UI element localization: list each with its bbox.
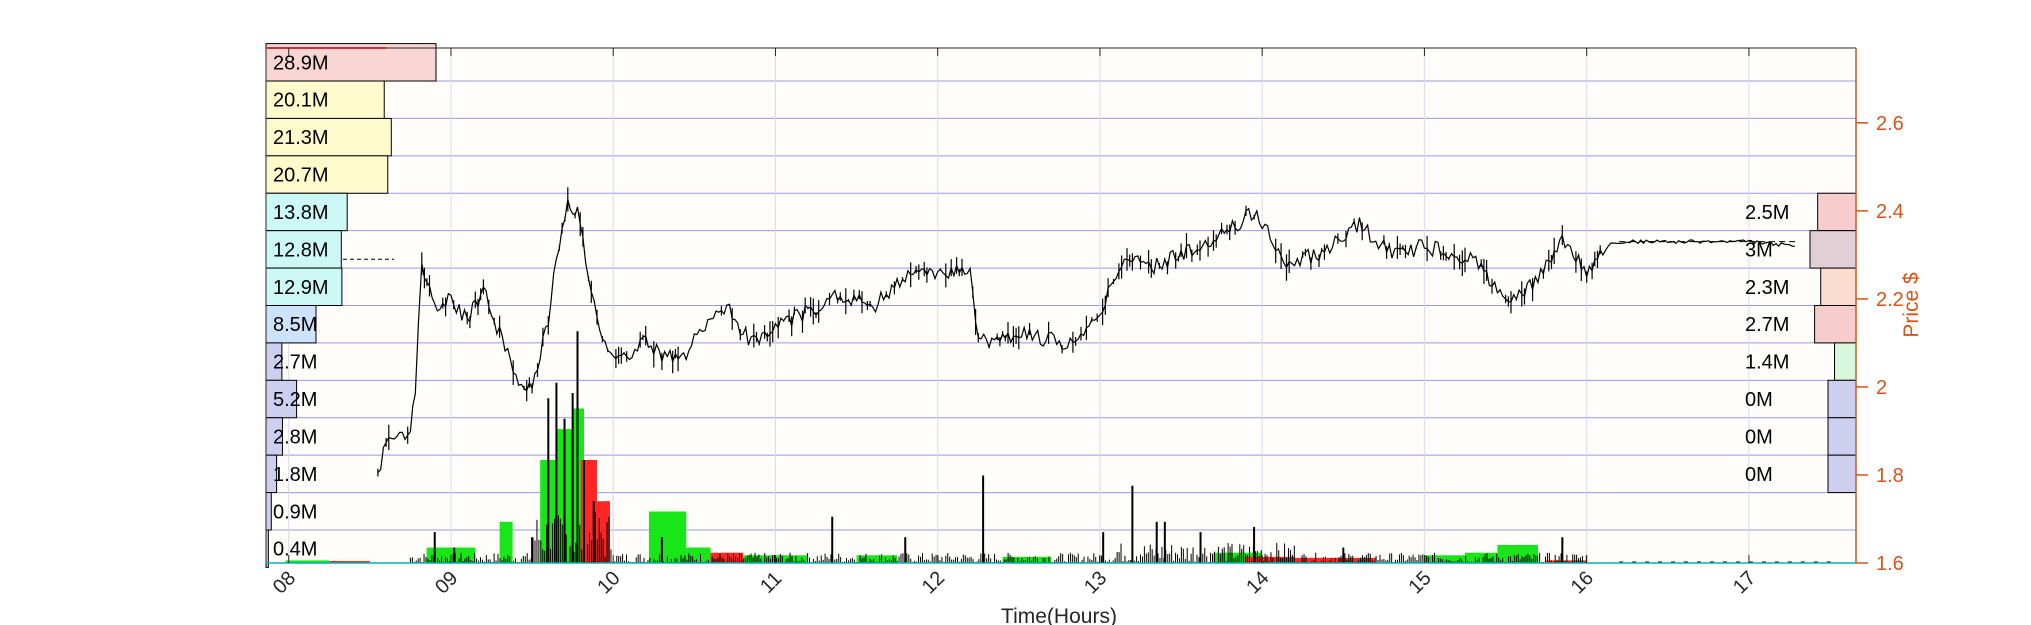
profile-label-left: 8.5M <box>273 314 317 336</box>
x-tick-label: 17 <box>1729 567 1760 598</box>
x-tick-label: 14 <box>1242 567 1273 598</box>
volume-block <box>285 560 330 563</box>
x-tick-label: 10 <box>593 567 624 598</box>
y-tick-label: 2.6 <box>1876 113 1904 135</box>
profile-bar-right <box>1817 192 1857 232</box>
profile-bar-right <box>1814 305 1857 344</box>
profile-label-left: 20.7M <box>273 165 329 187</box>
x-tick-label: 11 <box>756 568 786 598</box>
volume-block <box>1424 555 1465 563</box>
profile-label-left: 2.7M <box>273 352 317 374</box>
y-tick-label: 2.2 <box>1876 289 1904 311</box>
profile-bar-right <box>1834 342 1857 381</box>
profile-bar-right <box>1820 267 1857 307</box>
x-tick-label: 16 <box>1567 567 1598 598</box>
y-tick-label: 2.4 <box>1876 201 1904 223</box>
profile-bar-right <box>1827 454 1857 494</box>
profile-bar-right <box>1827 417 1857 456</box>
profile-label-left: 5.2M <box>273 389 317 411</box>
volume-block <box>648 511 687 563</box>
price-line <box>377 187 1795 477</box>
profile-label-right: 2.7M <box>1745 314 1789 336</box>
volume-block <box>499 521 513 563</box>
y-tick-label: 2 <box>1876 377 1887 399</box>
x-tick-label: 13 <box>1080 567 1111 598</box>
x-tick-label: 12 <box>918 567 949 598</box>
volume-block <box>329 561 370 563</box>
profile-label-left: 21.3M <box>273 127 329 149</box>
y-tick-label: 1.8 <box>1876 465 1904 487</box>
profile-label-right: 2.5M <box>1745 202 1789 224</box>
profile-label-left: 0.9M <box>273 501 317 523</box>
profile-bar-left <box>265 379 298 419</box>
profile-label-right: 1.4M <box>1745 352 1789 374</box>
volume-block <box>1464 552 1498 563</box>
profile-bar-right <box>1827 379 1857 419</box>
profile-bar-left <box>265 80 385 119</box>
profile-bar-left <box>265 305 317 344</box>
grid-layer <box>266 47 1856 563</box>
profile-label-left: 1.8M <box>273 464 317 486</box>
profile-label-right: 3M <box>1745 239 1773 261</box>
profile-bar-left <box>265 117 392 157</box>
profile-label-left: 28.9M <box>273 52 329 74</box>
volume-block <box>1002 556 1052 563</box>
y-axis-label: Price $ <box>1900 272 1923 338</box>
y-tick-label: 1.6 <box>1876 553 1904 575</box>
profile-label-left: 12.9M <box>273 277 329 299</box>
profile-label-right: 2.3M <box>1745 277 1789 299</box>
profile-label-right: 0M <box>1745 389 1773 411</box>
profile-label-left: 13.8M <box>273 202 329 224</box>
profile-label-left: 20.1M <box>273 90 329 112</box>
x-tick-label: 08 <box>269 567 300 598</box>
profile-label-left: 2.8M <box>273 426 317 448</box>
profile-bar-left <box>265 492 272 531</box>
x-axis-label: Time(Hours) <box>1001 605 1117 625</box>
profile-label-right: 0M <box>1745 464 1773 486</box>
profile-label-left: 0.4M <box>273 539 317 561</box>
profile-bar-left <box>265 43 437 82</box>
volume-block <box>856 555 898 563</box>
profile-label-left: 12.8M <box>273 239 329 261</box>
volume-block <box>686 547 711 563</box>
volume-block <box>1245 556 1295 563</box>
x-tick-label: 09 <box>431 567 462 598</box>
profile-bar-left <box>265 155 389 194</box>
profile-label-right: 0M <box>1745 426 1773 448</box>
volume-block <box>710 552 743 563</box>
profile-bar-right <box>1809 230 1857 269</box>
volume-bars-layer <box>285 331 1831 563</box>
volume-profile-layer: 28.9M 20.1M 21.3M 20.7M 13.8M 12.8M 12.9M 8.5M 2… <box>265 43 1857 568</box>
axes-layer <box>265 47 1868 564</box>
x-tick-label: 15 <box>1405 567 1436 598</box>
